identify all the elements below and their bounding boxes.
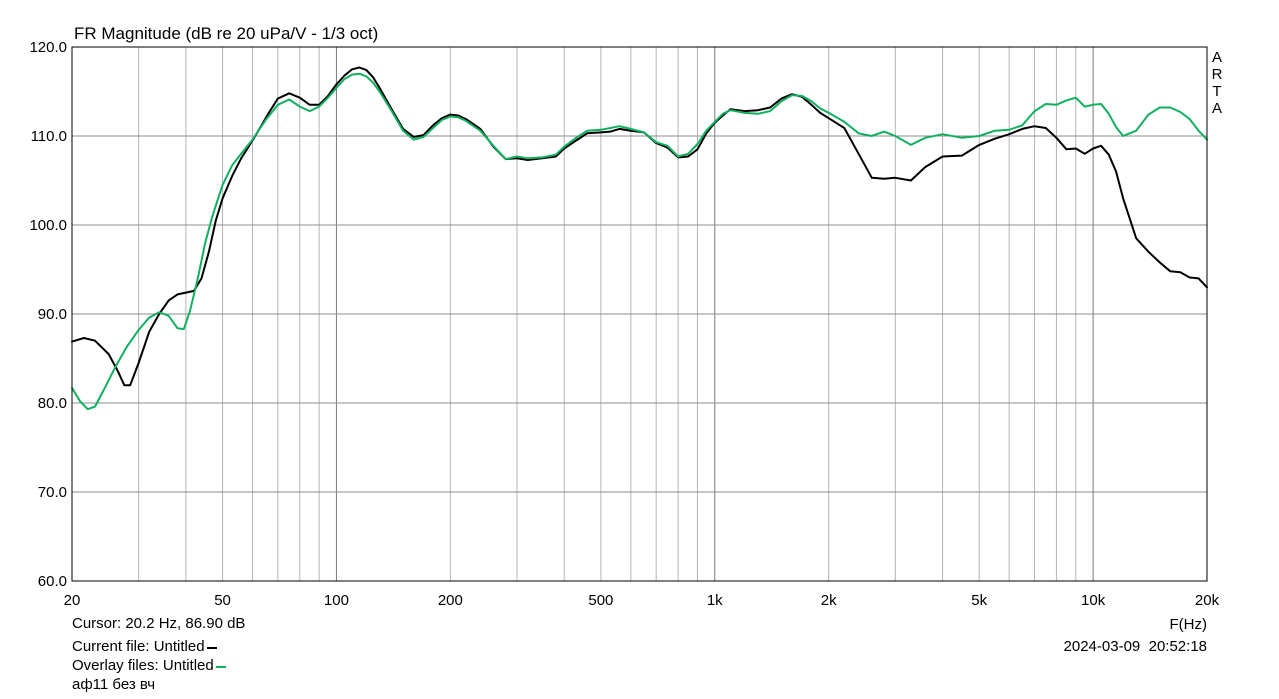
current-file-swatch <box>206 647 217 650</box>
x-tick-label: 2k <box>821 592 837 609</box>
x-tick-label: 20k <box>1195 592 1220 609</box>
overlay-file-swatch <box>215 666 226 669</box>
chart-title: FR Magnitude (dB re 20 uPa/V - 1/3 oct) <box>74 24 378 43</box>
overlay-file-name: аф11 без вч <box>72 676 156 693</box>
overlay-files-label: Overlay files: Untitled <box>72 657 214 674</box>
current-file-label: Current file: Untitled <box>72 638 205 655</box>
watermark-letter: A <box>1212 49 1222 66</box>
overlay-file-trace <box>71 72 1208 411</box>
time: 20:52:18 <box>1148 638 1207 655</box>
y-tick-label: 80.0 <box>38 395 67 412</box>
x-tick-label: 200 <box>438 592 463 609</box>
x-tick-label: 5k <box>971 592 987 609</box>
y-tick-label: 70.0 <box>38 484 67 501</box>
grid <box>72 47 1207 581</box>
date: 2024-03-09 <box>1063 638 1141 655</box>
x-tick-label: 20 <box>64 592 81 609</box>
y-tick-label: 60.0 <box>38 573 67 590</box>
y-tick-label: 100.0 <box>29 217 67 234</box>
current-file-line: Current file: Untitled <box>72 637 217 656</box>
x-tick-label: 500 <box>588 592 613 609</box>
overlay-files-line: Overlay files: Untitled <box>72 656 226 675</box>
series-lines <box>71 66 1208 411</box>
watermark-letter: R <box>1212 66 1223 83</box>
y-tick-label: 120.0 <box>29 39 67 56</box>
current-file-trace <box>71 66 1208 387</box>
x-tick-label: 100 <box>324 592 349 609</box>
watermark-letter: T <box>1212 83 1221 100</box>
x-tick-label: 1k <box>707 592 723 609</box>
y-axis-ticks: 60.0 70.0 80.0 90.0 100.0 110.0 120.0 <box>29 39 67 590</box>
watermark-letter: A <box>1212 100 1222 117</box>
y-tick-label: 90.0 <box>38 306 67 323</box>
x-axis-label: F(Hz) <box>1170 616 1208 633</box>
x-tick-label: 50 <box>214 592 231 609</box>
cursor-readout: Cursor: 20.2 Hz, 86.90 dB <box>72 615 246 632</box>
x-axis-ticks: 20 50 100 200 500 1k 2k 5k 10k 20k <box>64 592 1220 609</box>
x-tick-label: 10k <box>1081 592 1106 609</box>
y-tick-label: 110.0 <box>31 128 67 145</box>
timestamp: 2024-03-09 20:52:18 <box>1064 637 1207 656</box>
plot-frame <box>71 46 1208 582</box>
